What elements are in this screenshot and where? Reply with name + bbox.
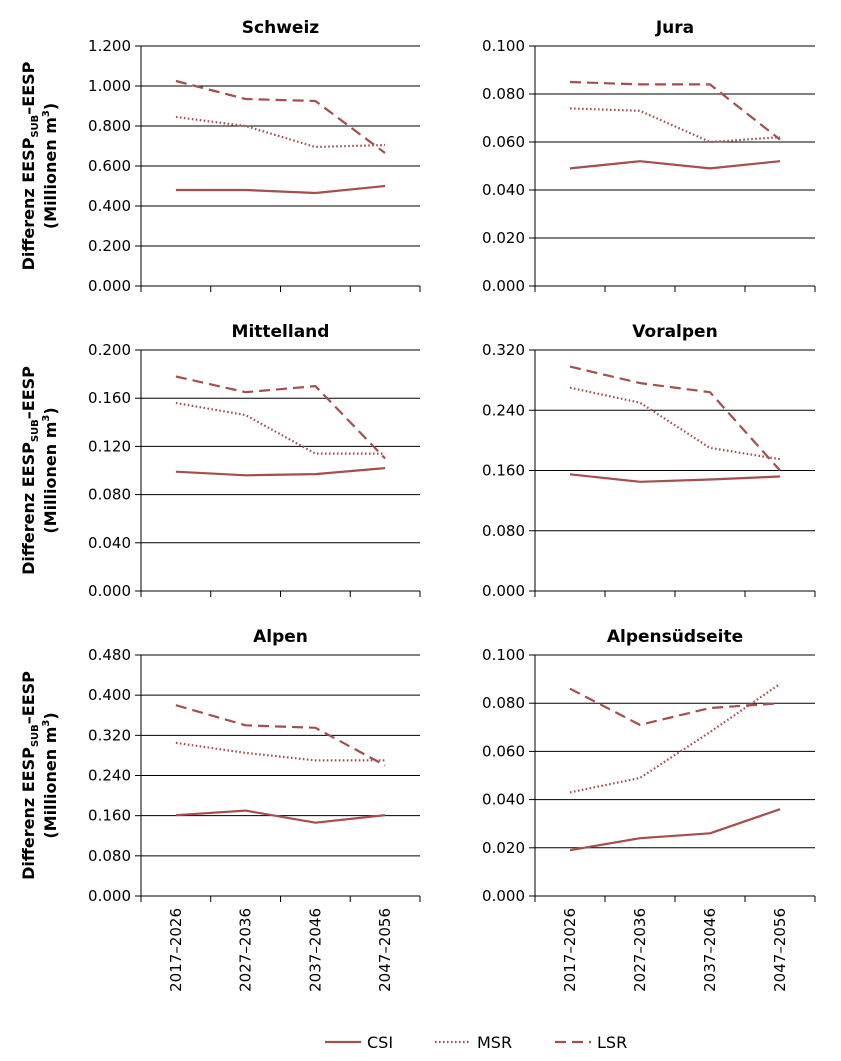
y-tick-label: 0.000	[88, 277, 131, 295]
y-tick-label: 0.040	[482, 791, 525, 809]
y-tick-label: 0.000	[88, 887, 131, 905]
y-tick-label: 0.000	[88, 582, 131, 600]
x-tick-label: 2037–2046	[701, 908, 719, 992]
y-tick-label: 0.040	[482, 181, 525, 199]
y-tick-label: 0.800	[88, 117, 131, 135]
y-tick-label: 0.160	[482, 462, 525, 480]
y-axis-label-line2: (Millionen m3)	[41, 103, 60, 229]
series-line-lsr	[175, 375, 386, 460]
x-tick-label: 2017–2026	[561, 908, 579, 992]
y-axis-label-line2: (Millionen m3)	[41, 712, 60, 838]
series-line-msr	[175, 741, 386, 762]
y-tick-label: 0.080	[482, 85, 525, 103]
x-tick-label: 2017–2026	[167, 908, 185, 992]
y-tick-label: 1.200	[88, 37, 131, 55]
y-tick-label: 0.080	[88, 486, 131, 504]
series-line-csi	[175, 184, 386, 195]
series-line-msr	[569, 107, 781, 144]
panel-title: Alpensüdseite	[607, 627, 743, 647]
series-line-csi	[569, 473, 781, 483]
panel-title: Schweiz	[242, 18, 319, 38]
y-tick-label: 0.120	[88, 437, 131, 455]
panel-4: Alpen 0.000 0.080 0.160 0.240 0.320 0.400 0.480…	[88, 627, 421, 992]
series-line-lsr	[175, 79, 386, 154]
panel-2: Mittelland 0.000 0.040 0.080 0.120 0.160 0.200	[88, 322, 421, 600]
y-tick-label: 0.040	[88, 534, 131, 552]
y-tick-label: 0.060	[482, 133, 525, 151]
x-tick-label: 2047–2056	[771, 908, 789, 992]
series-line-csi	[175, 809, 386, 824]
y-axis-label-1: Differenz EESPSUB–EESP(Millionen m3)	[19, 366, 60, 575]
y-tick-label: 0.160	[88, 807, 131, 825]
panel-1: Jura 0.000 0.020 0.040 0.060 0.080 0.100	[482, 18, 816, 295]
panel-title: Voralpen	[632, 322, 717, 342]
panel-0: Schweiz 0.000 0.200 0.400 0.600 0.800 1.000 1.2…	[88, 18, 421, 295]
legend-label-msr: MSR	[477, 1033, 512, 1052]
panel-title: Jura	[655, 18, 694, 38]
y-axis-label-2: Differenz EESPSUB–EESP(Millionen m3)	[19, 671, 60, 880]
panels: Schweiz 0.000 0.200 0.400 0.600 0.800 1.000 1.2…	[88, 18, 816, 992]
y-tick-label: 0.400	[88, 686, 131, 704]
y-tick-label: 0.200	[88, 237, 131, 255]
y-axis-label-line1: Differenz EESPSUB–EESP	[19, 61, 41, 270]
series-line-msr	[569, 386, 781, 461]
y-tick-label: 0.240	[482, 401, 525, 419]
legend: CSI MSR LSR	[325, 1033, 627, 1052]
y-tick-label: 0.200	[88, 341, 131, 359]
legend-label-lsr: LSR	[597, 1033, 627, 1052]
series-line-lsr	[569, 80, 781, 141]
series-line-lsr	[175, 704, 386, 767]
y-tick-label: 0.020	[482, 839, 525, 857]
y-tick-label: 0.060	[482, 742, 525, 760]
x-tick-label: 2047–2056	[376, 908, 394, 992]
y-tick-label: 0.000	[482, 887, 525, 905]
y-tick-label: 0.400	[88, 197, 131, 215]
y-axis-label-0: Differenz EESPSUB–EESP(Millionen m3)	[19, 61, 60, 270]
y-tick-label: 0.080	[482, 522, 525, 540]
series-line-msr	[175, 115, 386, 149]
series-line-msr	[175, 401, 386, 455]
x-tick-label: 2027–2036	[237, 908, 255, 992]
series-line-lsr	[569, 687, 781, 727]
y-tick-label: 0.320	[482, 341, 525, 359]
y-tick-label: 0.240	[88, 767, 131, 785]
y-tick-label: 0.160	[88, 389, 131, 407]
series-line-csi	[569, 808, 781, 852]
y-tick-label: 0.080	[88, 847, 131, 865]
series-line-msr	[569, 682, 781, 794]
y-tick-label: 0.100	[482, 37, 525, 55]
panel-title: Alpen	[253, 627, 308, 647]
panel-title: Mittelland	[232, 322, 330, 342]
y-tick-label: 0.000	[482, 277, 525, 295]
y-axis-label-line1: Differenz EESPSUB–EESP	[19, 366, 41, 575]
panel-3: Voralpen 0.000 0.080 0.160 0.240 0.320	[482, 322, 816, 600]
x-tick-label: 2037–2046	[306, 908, 324, 992]
y-tick-label: 0.320	[88, 726, 131, 744]
y-tick-label: 0.480	[88, 646, 131, 664]
series-line-lsr	[569, 365, 781, 472]
y-tick-label: 0.100	[482, 646, 525, 664]
series-line-csi	[569, 160, 781, 170]
y-tick-label: 0.600	[88, 157, 131, 175]
series-line-csi	[175, 467, 386, 477]
legend-label-csi: CSI	[367, 1033, 393, 1052]
y-axis-label-line2: (Millionen m3)	[41, 407, 60, 533]
y-tick-label: 0.020	[482, 229, 525, 247]
y-tick-label: 0.080	[482, 694, 525, 712]
x-tick-label: 2027–2036	[631, 908, 649, 992]
panel-5: Alpensüdseite 0.000 0.020 0.040 0.060 0.080 0.…	[482, 627, 816, 992]
y-tick-label: 1.000	[88, 77, 131, 95]
y-tick-label: 0.000	[482, 582, 525, 600]
y-axis-label-line1: Differenz EESPSUB–EESP	[19, 671, 41, 880]
y-axis-labels: Differenz EESPSUB–EESP(Millionen m3)Diff…	[19, 61, 60, 880]
